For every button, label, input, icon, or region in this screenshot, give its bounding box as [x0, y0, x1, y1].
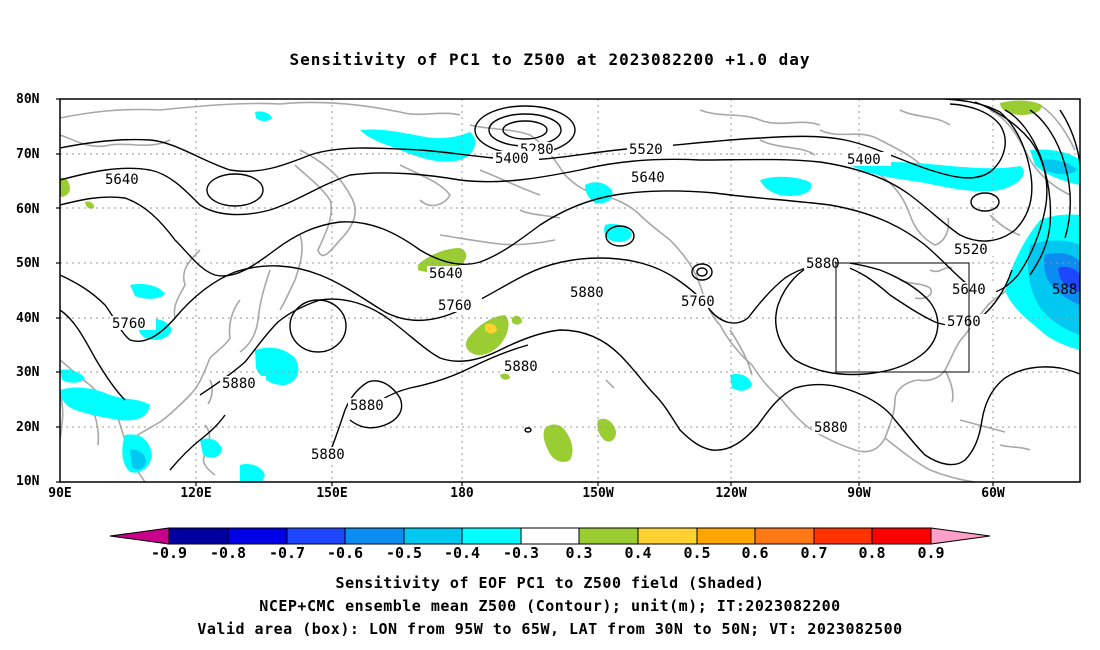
contour-label-5760-c: 5760	[947, 314, 981, 330]
axis-ticks	[56, 98, 994, 486]
lon-label-90e: 90E	[48, 486, 72, 501]
z500-contours	[60, 99, 1080, 471]
contour-label-5880-c: 5880	[504, 359, 538, 375]
contour-label-5640-b: 5640	[631, 170, 665, 186]
cb-tick: -0.9	[151, 544, 187, 562]
contour-label-5400-b: 5400	[847, 152, 881, 168]
colorbar-cell	[754, 527, 815, 545]
cb-tick: 0.9	[917, 544, 944, 562]
cb-tick: -0.6	[327, 544, 363, 562]
colorbar-cell	[344, 527, 405, 545]
valid-area-box	[835, 262, 970, 373]
contour-label-5520-a: 5520	[629, 142, 663, 158]
lat-label-80n: 80N	[16, 92, 40, 107]
cb-tick: 0.3	[565, 544, 592, 562]
lon-label-120w: 120W	[715, 486, 747, 501]
colorbar-cell	[227, 527, 288, 545]
lat-label-70n: 70N	[16, 147, 40, 162]
coastlines	[60, 101, 1076, 482]
lat-label-10n: 10N	[16, 474, 40, 489]
contour-label-5640-c: 5640	[429, 266, 463, 282]
contour-label-5880-g: 5880	[311, 447, 345, 463]
shading-darkblue	[1058, 266, 1080, 292]
contour-label-5880-e: 5880	[350, 398, 384, 414]
cb-tick: -0.8	[210, 544, 246, 562]
colorbar-arrow-right	[930, 527, 991, 545]
contour-label-5880-f: 5880	[814, 420, 848, 436]
lon-label-150w: 150W	[582, 486, 614, 501]
colorbar	[109, 527, 991, 545]
contour-label-588-edge: 588	[1052, 282, 1077, 298]
colorbar-cell	[461, 527, 522, 545]
graticule	[60, 99, 1080, 482]
shading-yellow	[485, 323, 497, 334]
lon-label-60w: 60W	[981, 486, 1005, 501]
colorbar-cell	[168, 527, 229, 545]
cb-tick: -0.4	[444, 544, 480, 562]
cb-tick: -0.7	[269, 544, 305, 562]
contour-label-5760-a: 5760	[438, 298, 472, 314]
colorbar-cell	[813, 527, 873, 545]
cb-tick: 0.5	[683, 544, 710, 562]
contour-label-5880-d: 5880	[222, 376, 256, 392]
contour-label-5520-b: 5520	[954, 242, 988, 258]
cb-tick: -0.3	[503, 544, 539, 562]
lon-label-150e: 150E	[316, 486, 348, 501]
caption-line-3: Valid area (box): LON from 95W to 65W, L…	[197, 620, 903, 638]
cb-tick: 0.7	[800, 544, 827, 562]
lon-label-180: 180	[450, 486, 474, 501]
colorbar-cell	[403, 527, 463, 545]
contour-label-5400-a: 5400	[495, 151, 529, 167]
colorbar-cell	[578, 527, 639, 545]
lat-label-20n: 20N	[16, 420, 40, 435]
contour-label-5640-a: 5640	[105, 172, 139, 188]
contour-label-5880-b: 5880	[806, 256, 840, 272]
lat-label-30n: 30N	[16, 365, 40, 380]
lat-label-40n: 40N	[16, 311, 40, 326]
contour-label-5760-b: 5760	[681, 294, 715, 310]
lon-label-90w: 90W	[847, 486, 871, 501]
colorbar-cell	[286, 527, 346, 545]
map-frame	[59, 98, 1081, 483]
contour-label-5760-d: 5760	[112, 316, 146, 332]
colorbar-cell	[871, 527, 932, 545]
cb-tick: 0.6	[741, 544, 768, 562]
lon-label-120e: 120E	[180, 486, 212, 501]
cb-tick: 0.8	[858, 544, 885, 562]
contour-labels: 5280 5400 5520 5640 5400 5640 5520 5640 …	[103, 142, 1077, 463]
cb-tick: -0.5	[386, 544, 422, 562]
cb-tick: 0.4	[624, 544, 651, 562]
lat-label-50n: 50N	[16, 256, 40, 271]
colorbar-ticks: -0.9 -0.8 -0.7 -0.6 -0.5 -0.4 -0.3 0.3 0…	[151, 544, 945, 562]
colorbar-cell	[520, 527, 580, 545]
caption-line-2: NCEP+CMC ensemble mean Z500 (Contour); u…	[259, 597, 841, 615]
figure-title: Sensitivity of PC1 to Z500 at 2023082200…	[289, 50, 811, 69]
colorbar-arrow-left	[109, 527, 170, 545]
contour-label-5880-a: 5880	[570, 285, 604, 301]
colorbar-cell	[637, 527, 698, 545]
lat-label-60n: 60N	[16, 202, 40, 217]
colorbar-cell	[696, 527, 756, 545]
caption-line-1: Sensitivity of EOF PC1 to Z500 field (Sh…	[335, 574, 765, 592]
